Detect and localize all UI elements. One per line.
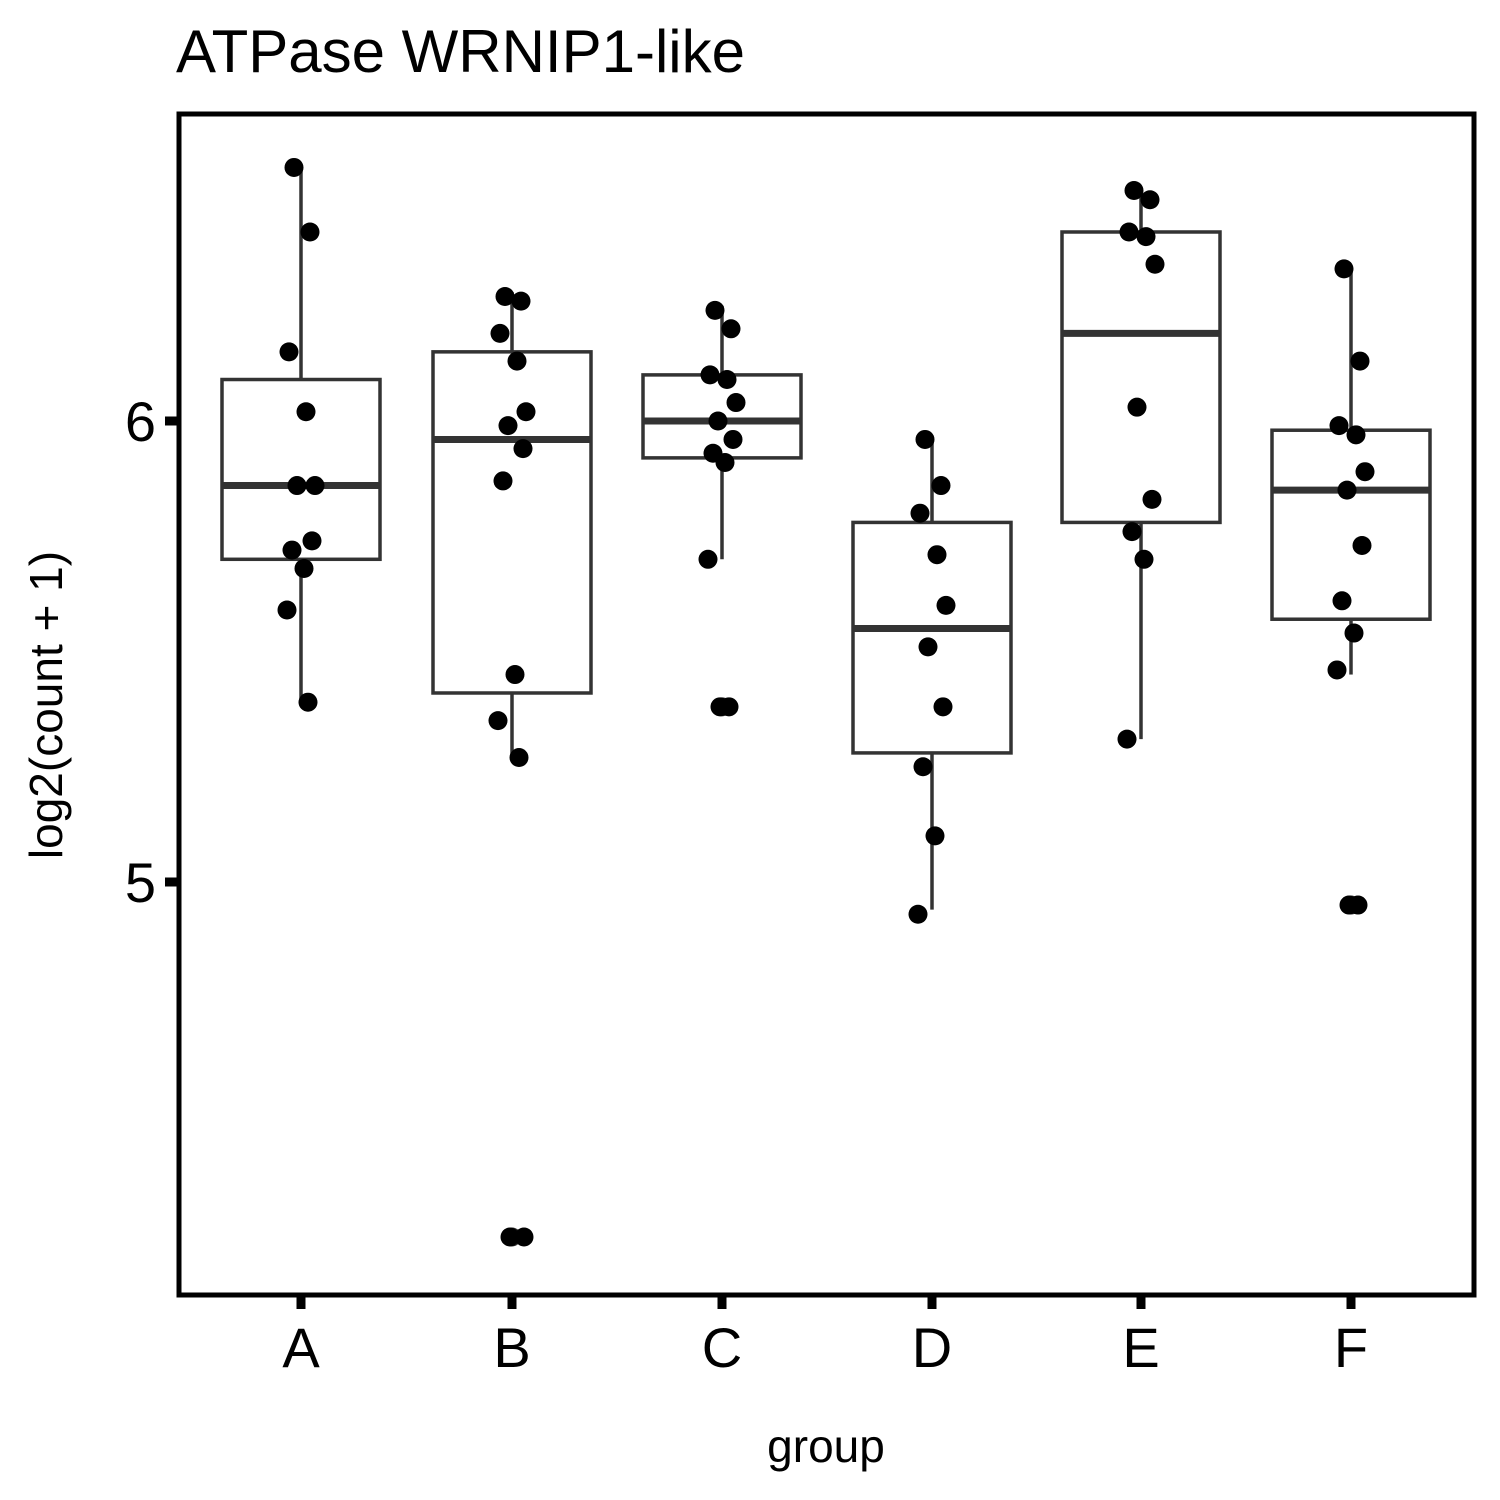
data-point-d [915, 429, 935, 449]
data-point-c [708, 411, 728, 431]
data-point-e [1134, 549, 1154, 569]
box-group-f [1270, 268, 1432, 675]
x-axis-label: group [767, 1420, 885, 1472]
data-point-d [931, 476, 951, 496]
data-point-d [933, 697, 953, 717]
data-point-e [1140, 190, 1160, 210]
data-point-c [698, 549, 718, 569]
data-point-b [511, 291, 531, 311]
data-point-c [726, 393, 746, 413]
data-point-a [279, 342, 299, 362]
data-point-c [717, 370, 737, 390]
box-e [1060, 230, 1222, 525]
data-point-b [495, 287, 515, 307]
data-point-c [710, 697, 730, 717]
data-point-d [925, 826, 945, 846]
data-point-b [516, 402, 536, 422]
data-point-d [908, 904, 928, 924]
data-point-b [505, 665, 525, 685]
data-point-f [1339, 895, 1359, 915]
box-group-b [431, 291, 593, 758]
y-axis-label: log2(count + 1) [20, 551, 72, 859]
data-point-d [936, 595, 956, 615]
data-point-e [1127, 397, 1147, 417]
x-tick-label-e: E [1122, 1316, 1159, 1379]
chart-title: ATPase WRNIP1-like [176, 18, 745, 85]
data-point-b [507, 351, 527, 371]
data-point-b [493, 471, 513, 491]
data-point-d [927, 545, 947, 565]
data-point-e [1145, 254, 1165, 274]
data-point-f [1334, 259, 1354, 279]
data-point-a [302, 531, 322, 551]
data-point-e [1136, 227, 1156, 247]
data-point-f [1352, 535, 1372, 555]
x-tick-label-f: F [1334, 1316, 1368, 1379]
data-point-e [1122, 522, 1142, 542]
data-point-e [1119, 222, 1139, 242]
data-point-f [1350, 351, 1370, 371]
data-point-c [705, 300, 725, 320]
box-group-a [220, 167, 382, 703]
box-b [431, 350, 593, 695]
data-point-e [1124, 181, 1144, 200]
box-group-c [641, 305, 803, 560]
data-point-a [294, 559, 314, 579]
data-point-d [910, 503, 930, 523]
box-group-e [1060, 190, 1222, 740]
data-point-c [721, 319, 741, 339]
x-tick-label-d: D [912, 1316, 952, 1379]
data-point-d [918, 637, 938, 657]
data-point-a [296, 402, 316, 422]
data-point-b [514, 1227, 534, 1247]
data-point-b [490, 323, 510, 343]
data-point-a [305, 476, 325, 496]
data-point-b [498, 416, 518, 436]
plot-marks [220, 157, 1432, 1247]
data-point-f [1337, 480, 1357, 500]
data-point-d [913, 757, 933, 777]
data-point-b [509, 748, 529, 768]
data-point-f [1332, 591, 1352, 611]
y-tick-label-6: 6 [125, 390, 156, 453]
data-point-f [1346, 425, 1366, 445]
data-point-f [1344, 623, 1364, 643]
data-point-e [1142, 489, 1162, 509]
data-point-b [488, 711, 508, 731]
y-tick-label-5: 5 [125, 851, 156, 914]
data-point-a [284, 157, 304, 177]
data-point-b [513, 439, 533, 459]
plot-panel-border [176, 111, 1477, 1298]
data-point-a [298, 692, 318, 712]
data-point-a [287, 476, 307, 496]
data-point-a [277, 600, 297, 620]
x-tick-label-b: B [493, 1316, 530, 1379]
data-point-e [1117, 729, 1137, 749]
data-point-c [723, 429, 743, 449]
data-point-f [1327, 660, 1347, 680]
data-point-f [1355, 462, 1375, 482]
x-tick-label-a: A [282, 1316, 320, 1379]
data-point-c [715, 452, 735, 472]
data-point-a [300, 222, 320, 242]
axes: A B C D E F 5 6 [125, 390, 1368, 1379]
data-point-b [500, 1227, 520, 1247]
box-f [1270, 428, 1432, 621]
data-point-c [700, 365, 720, 385]
data-point-a [282, 540, 302, 560]
x-tick-label-c: C [702, 1316, 742, 1379]
data-point-f [1329, 416, 1349, 436]
